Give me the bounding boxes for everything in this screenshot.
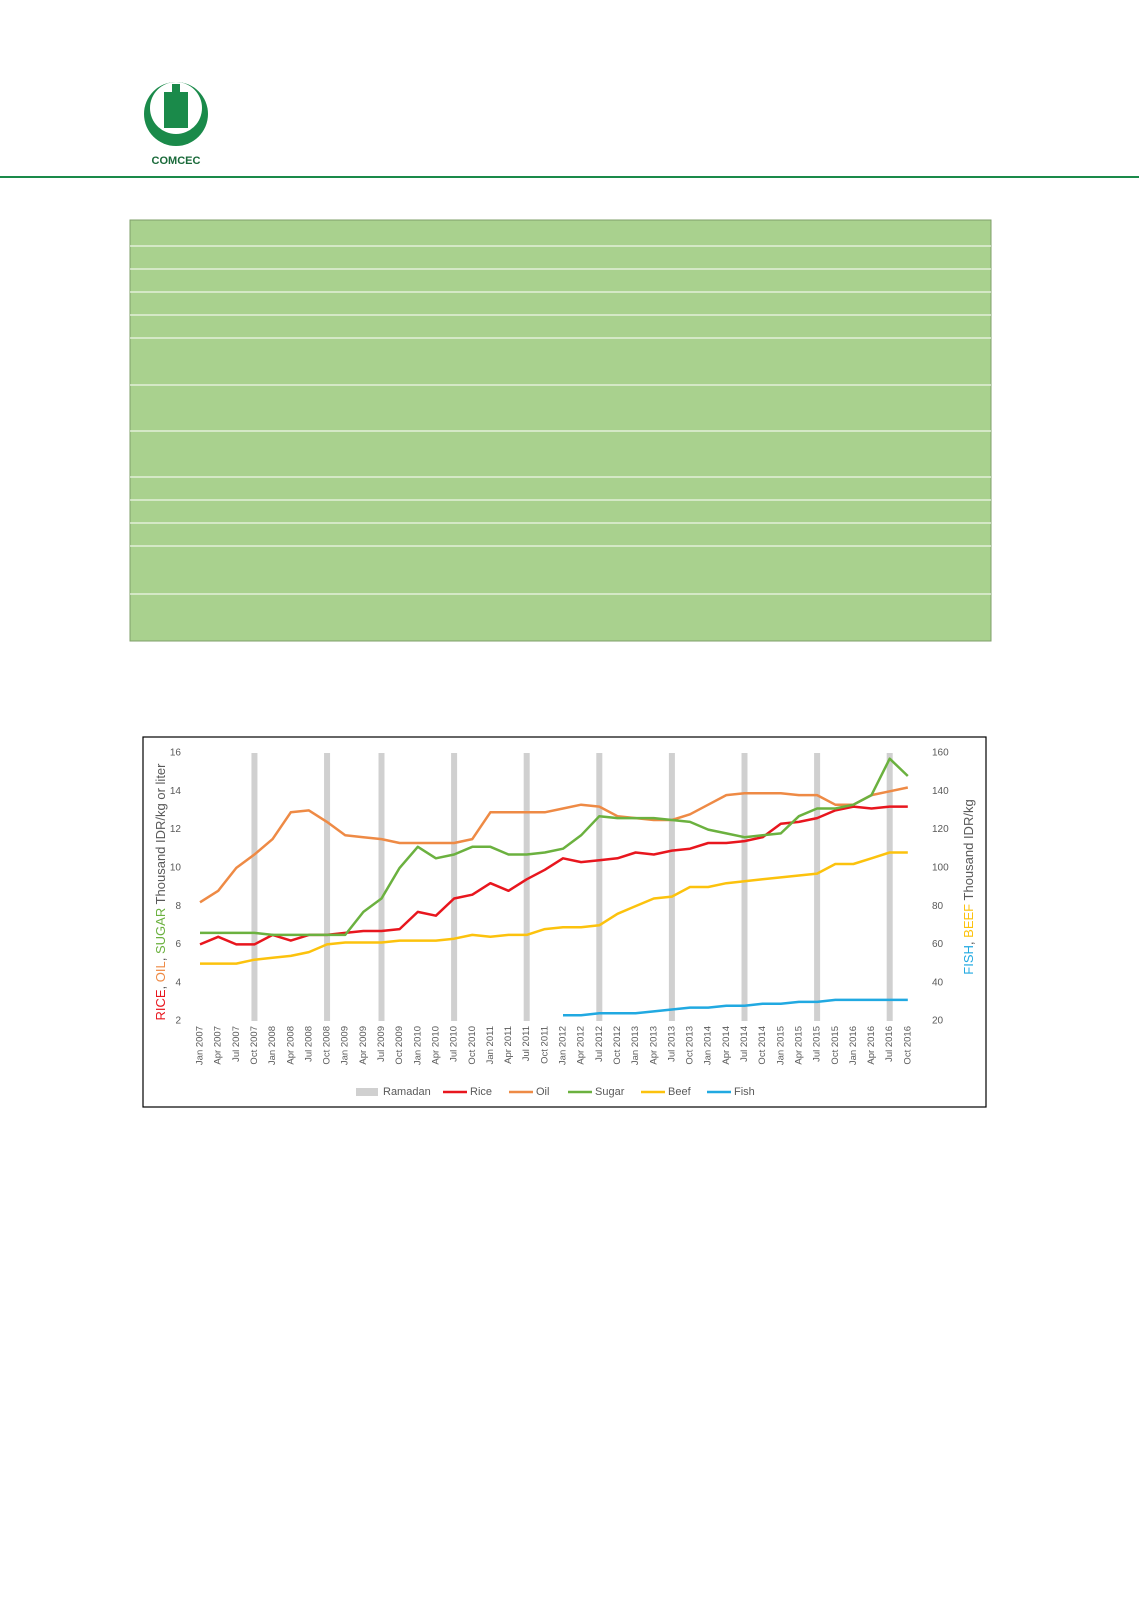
y-axis-title-part: Thousand IDR/kg or liter bbox=[153, 763, 168, 908]
x-tick-label: Apr 2009 bbox=[358, 1026, 369, 1065]
x-tick-label: Oct 2012 bbox=[612, 1026, 623, 1065]
x-tick-label: Jan 2008 bbox=[267, 1026, 278, 1065]
x-tick-label: Apr 2012 bbox=[576, 1026, 587, 1065]
x-tick-label: Jan 2015 bbox=[775, 1026, 786, 1065]
y2-axis-title-part: Thousand IDR/kg bbox=[961, 799, 976, 904]
series-line bbox=[563, 998, 908, 1017]
ramadan-bar bbox=[378, 753, 385, 1021]
legend-label: Sugar bbox=[595, 1086, 625, 1098]
legend-label: Ramadan bbox=[383, 1086, 431, 1098]
y2-tick-label: 100 bbox=[932, 862, 949, 873]
x-tick-label: Apr 2015 bbox=[793, 1026, 804, 1065]
y2-tick-label: 20 bbox=[932, 1016, 944, 1027]
y-axis-title-part: SUGAR bbox=[153, 908, 168, 954]
x-tick-label: Oct 2011 bbox=[539, 1026, 550, 1064]
series-line bbox=[200, 757, 909, 937]
x-tick-label: Apr 2008 bbox=[285, 1026, 296, 1065]
x-tick-label: Oct 2007 bbox=[249, 1026, 260, 1065]
x-tick-label: Jul 2016 bbox=[884, 1026, 895, 1062]
x-tick-label: Jan 2012 bbox=[558, 1026, 569, 1065]
x-tick-label: Jan 2007 bbox=[195, 1026, 206, 1065]
legend-label: Oil bbox=[536, 1086, 549, 1098]
x-tick-label: Oct 2009 bbox=[394, 1026, 405, 1065]
table-box bbox=[129, 219, 992, 642]
y2-tick-label: 140 bbox=[932, 786, 949, 797]
y2-axis-title-part: BEEF bbox=[961, 904, 976, 938]
y-tick-label: 8 bbox=[175, 901, 181, 912]
y-tick-label: 12 bbox=[170, 824, 182, 835]
x-tick-label: Apr 2007 bbox=[213, 1026, 224, 1065]
y-tick-label: 16 bbox=[170, 748, 182, 759]
x-tick-label: Jul 2008 bbox=[303, 1026, 314, 1062]
chart: 2 4 6 8 10 12 14 16 20 40 60 80 100 120 140 160 Jan 2007… bbox=[153, 748, 976, 1098]
y2-tick-label: 60 bbox=[932, 939, 944, 950]
x-tick-label: Jul 2012 bbox=[594, 1026, 605, 1062]
x-tick-label: Oct 2010 bbox=[467, 1026, 478, 1065]
y-tick-label: 2 bbox=[175, 1016, 181, 1027]
y-tick-label: 14 bbox=[170, 786, 182, 797]
y2-tick-label: 80 bbox=[932, 901, 944, 912]
ramadan-bar bbox=[451, 753, 458, 1021]
x-tick-label: Jan 2011 bbox=[485, 1026, 496, 1064]
y2-axis-title-part: , bbox=[961, 938, 976, 945]
x-tick-label: Jul 2015 bbox=[812, 1026, 823, 1062]
x-tick-label: Oct 2016 bbox=[902, 1026, 913, 1065]
legend-label: Fish bbox=[734, 1086, 755, 1098]
x-tick-label: Apr 2011 bbox=[503, 1026, 514, 1064]
ramadan-bar bbox=[596, 753, 603, 1021]
ramadan-bar bbox=[523, 753, 530, 1021]
x-tick-label: Jul 2014 bbox=[739, 1026, 750, 1062]
y2-tick-label: 40 bbox=[932, 977, 944, 988]
x-tick-label: Oct 2008 bbox=[322, 1026, 333, 1065]
logo: COMCEC bbox=[144, 82, 208, 167]
x-tick-label: Jan 2013 bbox=[630, 1026, 641, 1065]
y2-axis-title-part: FISH bbox=[961, 945, 976, 975]
y-axis-title-part: RICE bbox=[153, 989, 168, 1020]
y2-tick-label: 160 bbox=[932, 748, 949, 759]
legend-label: Beef bbox=[668, 1086, 692, 1098]
y-tick-label: 10 bbox=[170, 862, 182, 873]
y-tick-label: 6 bbox=[175, 939, 181, 950]
chart-frame bbox=[142, 736, 987, 1108]
y-axis-title: RICE, OIL, SUGAR Thousand IDR/kg or lite… bbox=[153, 763, 168, 1021]
x-tick-label: Oct 2014 bbox=[757, 1026, 768, 1065]
y-axis-title-part: , bbox=[153, 982, 168, 989]
x-tick-label: Apr 2016 bbox=[866, 1026, 877, 1065]
y-axis-title-part: , bbox=[153, 954, 168, 961]
x-tick-label: Apr 2010 bbox=[430, 1026, 441, 1065]
legend-label: Rice bbox=[470, 1086, 492, 1098]
x-tick-label: Jan 2014 bbox=[703, 1026, 714, 1065]
ramadan-bar bbox=[251, 753, 258, 1021]
x-tick-label: Apr 2014 bbox=[721, 1026, 732, 1065]
x-tick-label: Jul 2007 bbox=[231, 1026, 242, 1062]
y-axis-title-part: OIL bbox=[153, 961, 168, 982]
series-line bbox=[200, 851, 908, 965]
x-tick-label: Jan 2009 bbox=[340, 1026, 351, 1065]
logo-text: COMCEC bbox=[152, 155, 201, 167]
ramadan-bar bbox=[741, 753, 748, 1021]
x-tick-label: Oct 2013 bbox=[685, 1026, 696, 1065]
series-line bbox=[199, 786, 909, 904]
y-tick-label: 4 bbox=[175, 977, 181, 988]
x-tick-label: Jan 2016 bbox=[848, 1026, 859, 1065]
ramadan-bar bbox=[324, 753, 331, 1021]
x-tick-label: Jan 2010 bbox=[412, 1026, 423, 1065]
ramadan-bar bbox=[886, 753, 893, 1021]
x-tick-label: Jul 2009 bbox=[376, 1026, 387, 1062]
ramadan-bar bbox=[668, 753, 675, 1021]
x-tick-label: Jul 2013 bbox=[666, 1026, 677, 1062]
x-tick-label: Jul 2011 bbox=[521, 1026, 532, 1061]
y2-axis-title: FISH, BEEF Thousand IDR/kg bbox=[961, 799, 976, 974]
y2-tick-label: 120 bbox=[932, 824, 949, 835]
x-tick-label: Apr 2013 bbox=[648, 1026, 659, 1065]
legend-swatch bbox=[356, 1088, 378, 1096]
ramadan-bar bbox=[814, 753, 821, 1021]
x-tick-label: Oct 2015 bbox=[830, 1026, 841, 1065]
x-tick-label: Jul 2010 bbox=[449, 1026, 460, 1062]
